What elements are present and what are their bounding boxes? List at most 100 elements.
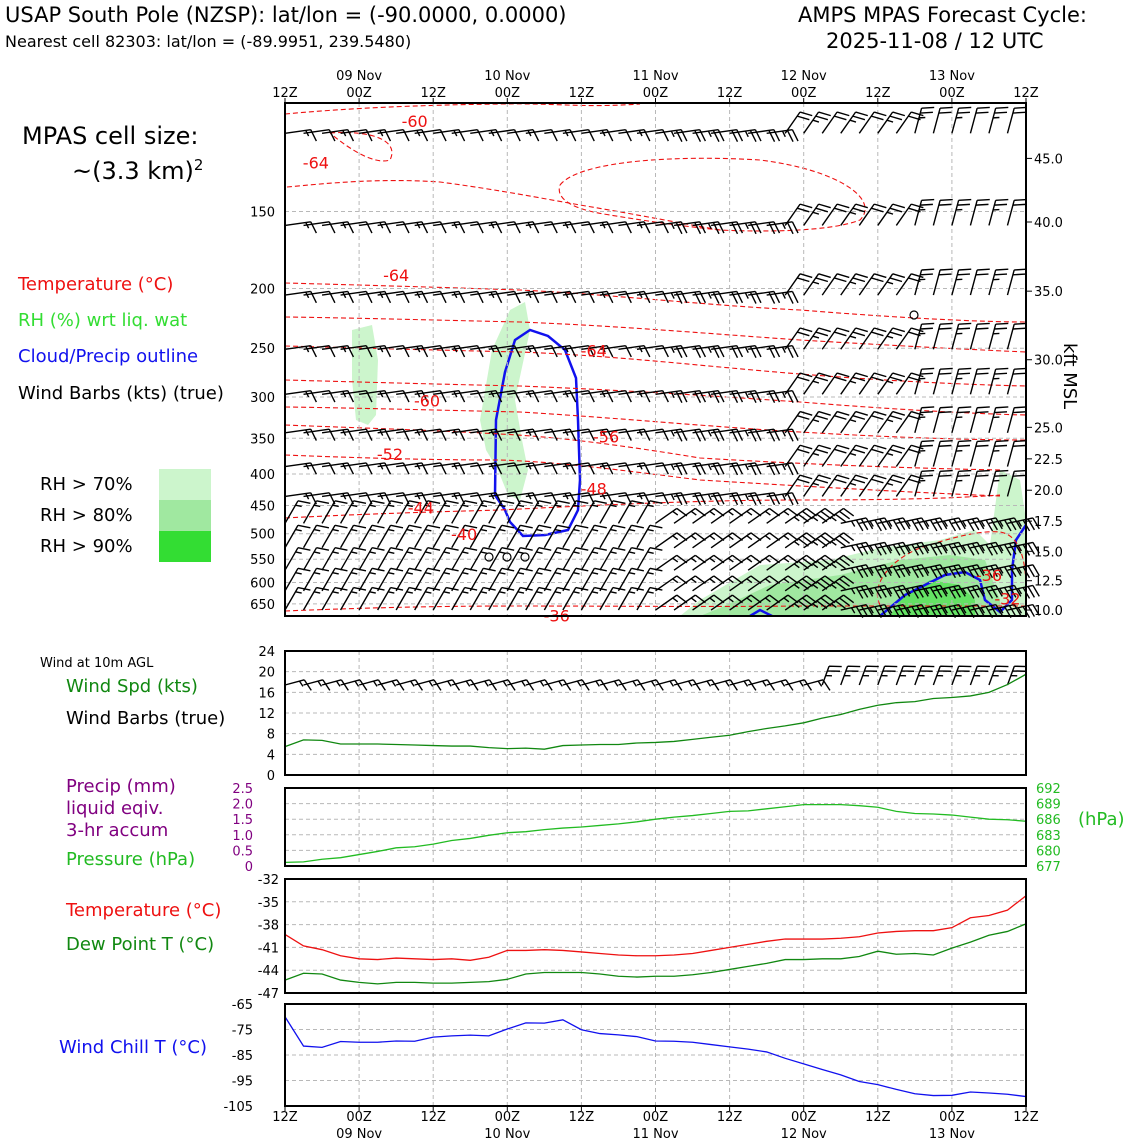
wind-barb [988,603,1022,618]
height-tick-label: 22.5 [1034,453,1063,468]
wind-barb [784,554,818,571]
wind-barb [951,665,972,686]
legend-rh90: RH > 90% [40,536,133,557]
wind-barb [321,546,348,571]
wind-barb [914,603,948,618]
time-tick-bottom: 12Z [420,1110,446,1125]
wind-barb [766,221,799,235]
day-label-top: 10 Nov [484,69,530,84]
time-tick-top: 12Z [569,86,595,101]
wind-barb [581,290,614,304]
wind-barb [673,679,701,691]
wind-barb [729,129,762,143]
wind-barb [414,679,442,691]
wind-barb [433,679,461,691]
pressure-tick-label: 680 [1036,844,1061,859]
pressure-tick-label: 500 [250,528,275,543]
wind-barb [914,469,935,497]
wind-barb [525,524,552,549]
pressure-tick-label: 683 [1036,829,1061,844]
wind-barb [858,111,887,134]
wind-barb [636,586,663,611]
cloud-marker [484,552,494,562]
wind-barb [747,679,775,691]
wind-barb [359,290,392,304]
day-label-top: 11 Nov [632,69,678,84]
wind-barb [840,372,868,395]
temp-tick-label: -41 [258,941,279,956]
wind-barb [618,462,651,475]
precip-tick-label: 1.0 [232,829,253,844]
wind-barb [655,290,688,304]
wind-barb [988,564,1022,579]
wind-barb [803,444,831,467]
wind-barb [840,273,868,296]
wind-barb [302,586,330,611]
wind-barb [433,221,466,234]
wind-barb [932,268,953,296]
wind-barb [821,532,855,549]
wind-barb [951,517,985,532]
wind-barb [877,474,906,497]
isotherm [285,454,1001,497]
cloud-outline [749,608,773,616]
windchill-line [284,1016,1027,1098]
wind-barb [932,469,953,497]
isotherm-label: -52 [377,445,403,464]
wind-barb [470,462,503,475]
wind-barb [970,603,1003,618]
wind-barb [655,221,688,235]
wind-barb [877,444,906,467]
wind-barb [877,273,906,296]
dewpoint-line [284,923,1027,985]
wind-barb [821,203,850,226]
pressure-tick-label: 689 [1036,798,1061,813]
wind-barb [969,469,990,497]
wind-barb [858,444,887,467]
wind-barb [377,586,404,611]
wind-barb [358,500,385,524]
wind-barb [284,129,318,142]
wind-barb [359,462,392,475]
wind-barb [877,372,906,395]
wind-barb [729,390,762,404]
wind-barb [840,603,874,618]
wind-barb [1007,541,1040,556]
precip-tick-label: 2.5 [232,782,253,797]
wind-barb [618,428,651,441]
wind-barb [784,327,813,350]
wind-barb [321,221,355,234]
isotherm-label: -56 [593,428,619,447]
wind-barb [284,679,312,691]
wind-barb [433,344,466,358]
wind-barb [821,507,855,524]
wind-barb [580,500,607,524]
day-label-bottom: 10 Nov [484,1127,530,1140]
wind-barb [284,344,318,358]
wind-barb [766,428,799,442]
wind-barb [507,129,540,142]
wind-barb [914,517,948,532]
wind-barb [655,679,683,691]
wind-barb [784,594,818,611]
wind-barb [599,586,626,611]
wind-barb [729,492,762,506]
wind-barb [1006,106,1027,134]
wind-barb [840,474,868,497]
wind-barb [988,469,1009,497]
precip-tick-label: 0.5 [232,844,253,859]
wind-barb [396,129,429,142]
wind-barb [321,462,355,475]
cloud-marker [909,310,919,320]
wind-barb [507,679,535,691]
wind-barb [692,390,725,404]
hpa-label: (hPa) [1078,809,1125,830]
wind-barb [933,564,966,579]
labels-layer: 15020025030035040045050055060065045.040.… [223,69,1062,1140]
wind-barb [321,428,355,441]
wind-barb [858,273,887,296]
wind-barb [858,665,879,686]
wind-barb [1006,322,1027,350]
wind-barb [951,584,985,599]
